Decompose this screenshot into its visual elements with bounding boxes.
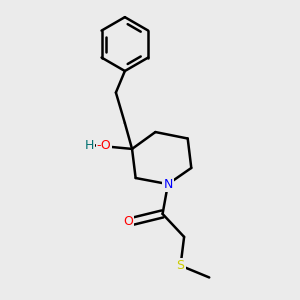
Text: O: O [124, 215, 134, 228]
Text: -O: -O [96, 139, 111, 152]
Text: S: S [176, 259, 184, 272]
Text: N: N [163, 178, 172, 190]
Text: H: H [85, 139, 94, 152]
